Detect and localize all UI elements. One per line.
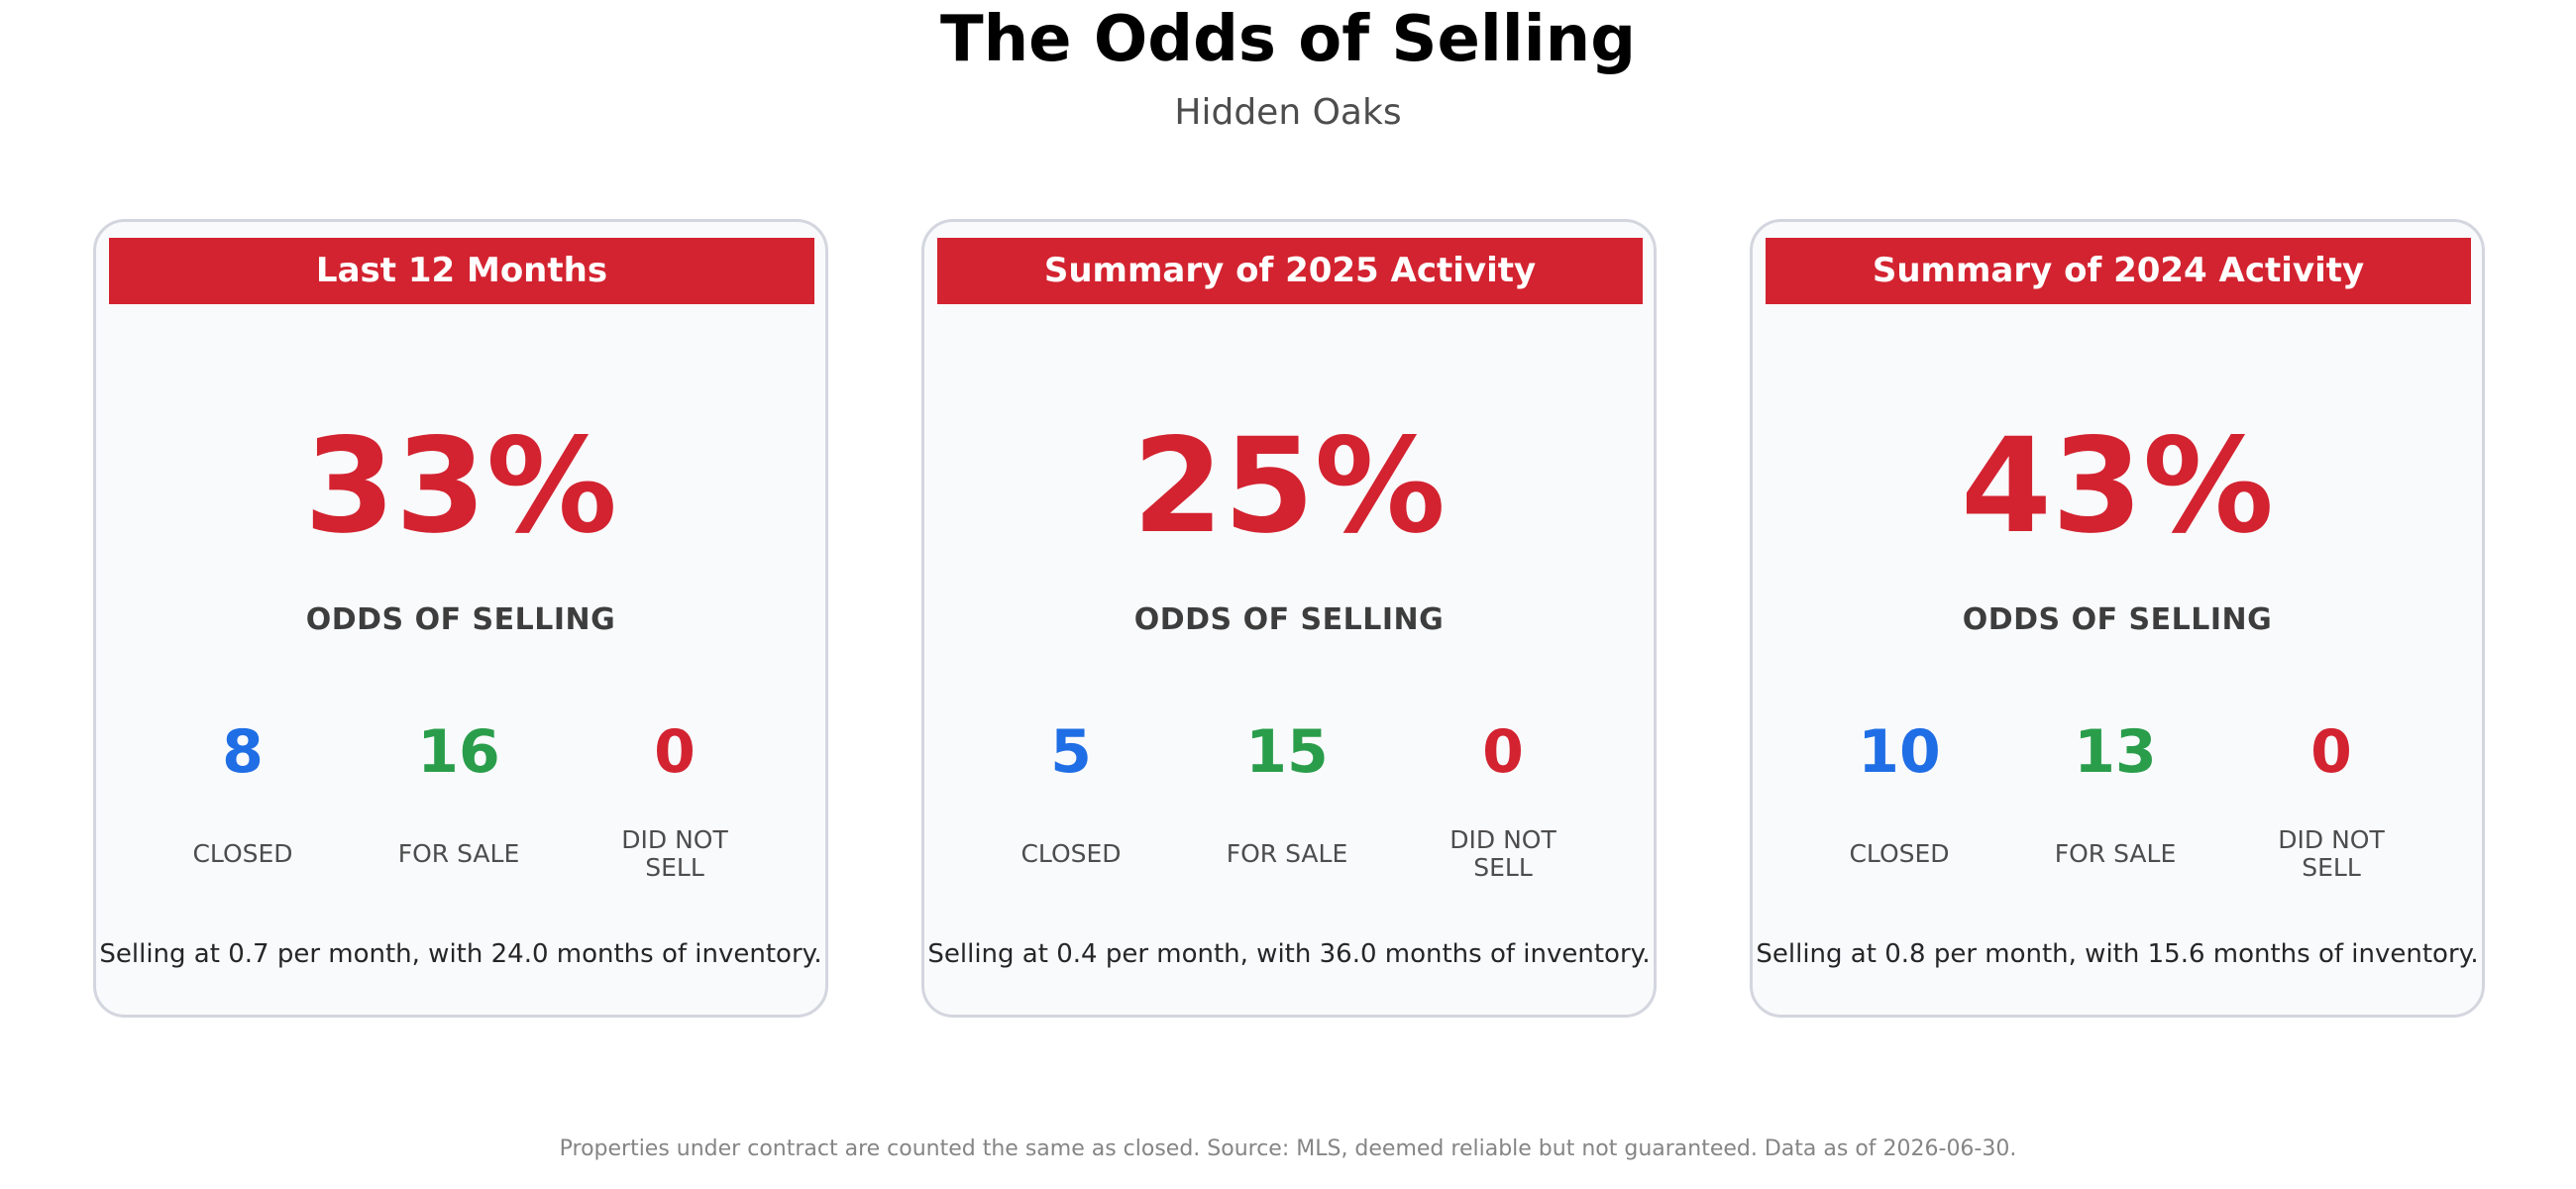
stat-closed: 5 CLOSED xyxy=(972,717,1170,884)
did-not-sell-count: 0 xyxy=(654,717,696,787)
card-header: Summary of 2025 Activity xyxy=(937,238,1643,304)
odds-label: ODDS OF SELLING xyxy=(1133,602,1445,637)
page-subtitle: Hidden Oaks xyxy=(1174,92,1402,133)
stat-for-sale: 15 FOR SALE xyxy=(1188,717,1386,884)
for-sale-count: 15 xyxy=(1245,717,1329,787)
odds-percentage: 43% xyxy=(1961,410,2274,563)
card-header: Last 12 Months xyxy=(109,238,814,304)
did-not-sell-label: DID NOT SELL xyxy=(2278,825,2385,882)
odds-percentage: 25% xyxy=(1132,410,1446,563)
closed-label: CLOSED xyxy=(192,839,293,868)
for-sale-count: 16 xyxy=(417,717,500,787)
footnote: Properties under contract are counted th… xyxy=(559,1136,2017,1161)
odds-label: ODDS OF SELLING xyxy=(1962,602,2273,637)
for-sale-label: FOR SALE xyxy=(397,839,520,868)
inventory-summary: Selling at 0.7 per month, with 24.0 mont… xyxy=(99,939,822,969)
page-title: The Odds of Selling xyxy=(939,3,1637,76)
stat-did-not-sell: 0 DID NOT SELL xyxy=(576,717,774,884)
odds-card-last-12-months: Last 12 Months 33% ODDS OF SELLING 8 CLO… xyxy=(93,219,828,1018)
closed-label: CLOSED xyxy=(1849,839,1950,868)
closed-count: 10 xyxy=(1858,717,1941,787)
did-not-sell-count: 0 xyxy=(2310,717,2352,787)
did-not-sell-label: DID NOT SELL xyxy=(621,825,728,882)
stat-for-sale: 13 FOR SALE xyxy=(2016,717,2214,884)
card-header: Summary of 2024 Activity xyxy=(1766,238,2471,304)
inventory-summary: Selling at 0.4 per month, with 36.0 mont… xyxy=(927,939,1651,969)
odds-percentage: 33% xyxy=(304,410,617,563)
odds-card-2025: Summary of 2025 Activity 25% ODDS OF SEL… xyxy=(921,219,1657,1018)
closed-label: CLOSED xyxy=(1020,839,1122,868)
for-sale-count: 13 xyxy=(2074,717,2157,787)
closed-count: 5 xyxy=(1050,717,1092,787)
stat-did-not-sell: 0 DID NOT SELL xyxy=(1404,717,1602,884)
inventory-summary: Selling at 0.8 per month, with 15.6 mont… xyxy=(1756,939,2479,969)
odds-card-2024: Summary of 2024 Activity 43% ODDS OF SEL… xyxy=(1750,219,2485,1018)
for-sale-label: FOR SALE xyxy=(2054,839,2177,868)
closed-count: 8 xyxy=(222,717,264,787)
stat-closed: 8 CLOSED xyxy=(144,717,342,884)
stat-did-not-sell: 0 DID NOT SELL xyxy=(2232,717,2430,884)
stat-closed: 10 CLOSED xyxy=(1800,717,1998,884)
did-not-sell-count: 0 xyxy=(1482,717,1524,787)
for-sale-label: FOR SALE xyxy=(1226,839,1348,868)
odds-label: ODDS OF SELLING xyxy=(305,602,616,637)
stat-for-sale: 16 FOR SALE xyxy=(360,717,558,884)
did-not-sell-label: DID NOT SELL xyxy=(1449,825,1556,882)
